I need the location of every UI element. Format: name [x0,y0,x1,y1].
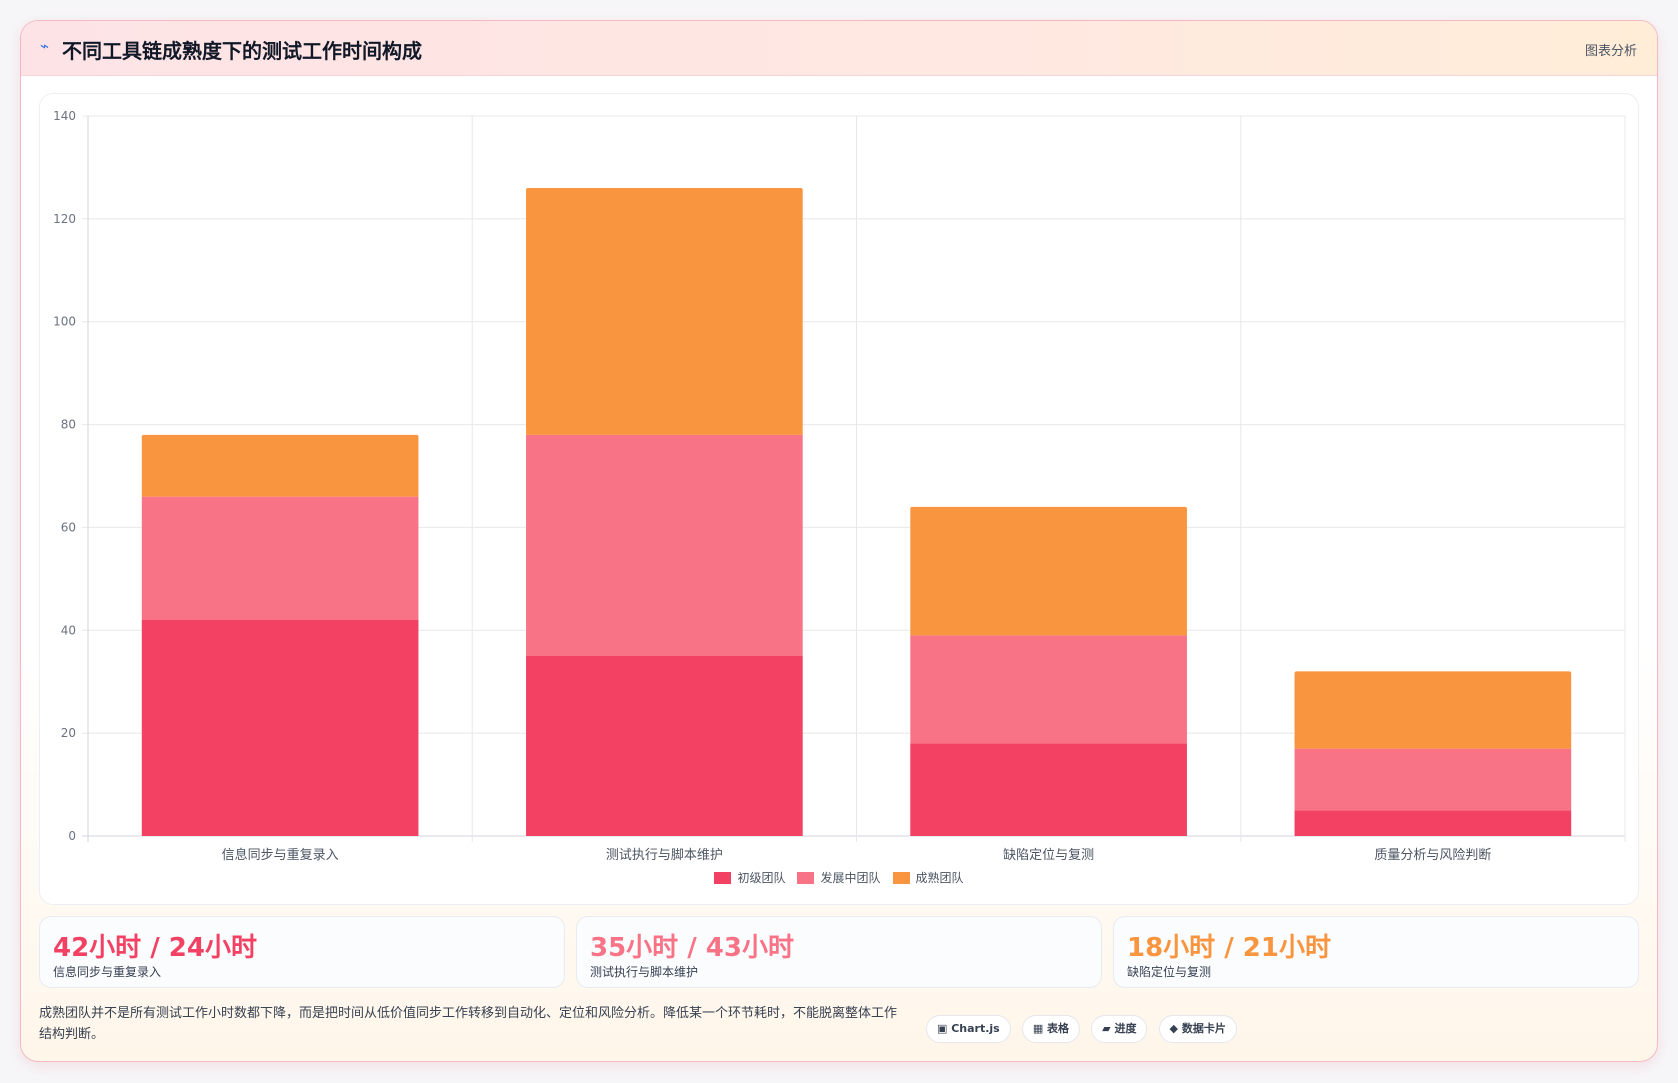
x-tick-label: 缺陷定位与复测 [1003,848,1094,863]
legend-item[interactable]: 成熟团队 [892,869,964,886]
bar-segment [910,635,1187,744]
chart-panel: 0 20 40 60 80 100 120 140 信息同步与重复录入 测试执行与脚本维护 缺陷定位… [39,93,1639,905]
stat-card: 35小时 / 43小时 测试执行与脚本维护 [576,916,1102,988]
chart-title: 不同工具链成熟度下的测试工作时间构成 [62,39,422,63]
stat-value: 18小时 / 21小时 [1127,933,1331,963]
stat-label: 缺陷定位与复测 [1127,965,1212,979]
summary-text: 成熟团队并不是所有测试工作小时数都下降，而是把时间从低价值同步工作转移到自动化、… [39,1006,898,1042]
legend-label: 初级团队 [737,871,786,885]
bolt-icon: ⌁ [40,37,50,55]
legend-item[interactable]: 发展中团队 [797,869,881,886]
x-tick-label: 信息同步与重复录入 [222,847,339,863]
y-tick-label: 140 [53,109,76,123]
chart-legend: 初级团队 发展中团队 成熟团队 [40,869,1638,886]
bar-segment [526,434,803,656]
chip-data-card[interactable]: ◆ 数据卡片 [1158,1015,1237,1043]
y-tick-label: 20 [61,726,76,740]
y-tick-label: 60 [61,520,76,534]
x-tick-label: 测试执行与脚本维护 [606,847,723,863]
y-tick-label: 100 [53,315,76,329]
x-tick-label: 质量分析与风险判断 [1374,848,1491,863]
legend-label: 成熟团队 [915,871,964,885]
header-tag: 图表分析 [1584,44,1637,59]
bar-segment [526,188,803,435]
bar-segment [141,496,419,620]
legend-swatch [892,872,910,884]
y-tick-label: 120 [53,212,76,226]
chip-chartjs[interactable]: ▣ Chart.js [926,1015,1011,1043]
y-tick-label: 0 [68,829,76,843]
chart-card: ⌁ 不同工具链成熟度下的测试工作时间构成 图表分析 0 20 40 60 80 100 12… [20,20,1658,1062]
bar-segment [910,743,1187,836]
stat-value: 42小时 / 24小时 [53,933,257,963]
chip-table[interactable]: ▦ 表格 [1021,1015,1081,1043]
legend-item[interactable]: 初级团队 [714,869,785,886]
stat-card: 18小时 / 21小时 缺陷定位与复测 [1113,916,1639,988]
stat-label: 信息同步与重复录入 [53,965,162,979]
y-tick-label: 40 [61,623,76,637]
stacked-bar-chart: 0 20 40 60 80 100 120 140 信息同步与重复录入 测试执行与脚本维护 缺陷定位… [53,109,1626,863]
stat-value: 35小时 / 43小时 [590,933,794,963]
tag-chips: ▣ Chart.js ▦ 表格 ▰ 进度 ◆ 数据卡片 [926,1015,1243,1043]
legend-label: 发展中团队 [820,871,881,885]
bar-segment [141,620,419,836]
legend-swatch [797,872,815,884]
bar-segment [910,506,1187,636]
bar-segment [1294,748,1572,811]
chip-progress[interactable]: ▰ 进度 [1091,1015,1148,1043]
legend-swatch [714,872,732,884]
stat-label: 测试执行与脚本维护 [590,965,699,979]
stat-card: 42小时 / 24小时 信息同步与重复录入 [39,916,565,988]
bar-segment [526,656,803,836]
bar-segment [141,434,419,497]
stat-cards: 42小时 / 24小时 信息同步与重复录入 35小时 / 43小时 测试执行与脚… [39,916,1639,988]
y-tick-label: 80 [61,418,76,432]
bar-segment [1294,810,1572,836]
bar-segment [1294,671,1572,749]
card-header: ⌁ 不同工具链成熟度下的测试工作时间构成 图表分析 [21,21,1657,76]
